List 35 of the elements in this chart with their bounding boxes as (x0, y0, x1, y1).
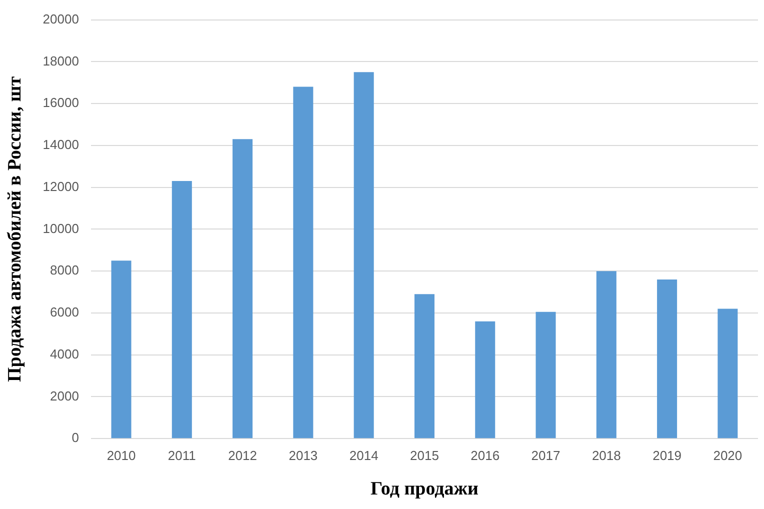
x-tick-label: 2015 (410, 448, 439, 463)
x-tick-label: 2013 (288, 448, 318, 463)
bar (657, 279, 678, 438)
x-tick-label: 2012 (228, 448, 258, 463)
y-tick-label: 8000 (50, 262, 79, 278)
y-tick-label: 6000 (50, 304, 79, 320)
bar (172, 181, 192, 438)
x-tick-label: 2019 (652, 448, 682, 463)
bar (596, 271, 616, 438)
y-tick-label: 12000 (42, 178, 79, 194)
x-axis-title: Год продажи (370, 478, 479, 500)
y-tick-label: 16000 (42, 95, 79, 110)
bar (475, 321, 496, 438)
x-tick-label: 2010 (106, 448, 136, 463)
x-tick-label: 2016 (470, 448, 500, 463)
bar (293, 86, 314, 438)
y-tick-label: 20000 (42, 11, 79, 26)
y-tick-label: 0 (72, 430, 79, 446)
bar (111, 260, 132, 438)
y-tick-label: 18000 (42, 53, 79, 68)
y-tick-label: 10000 (42, 220, 79, 236)
y-axis-title: Продажа автомобилей в России, шт (4, 76, 26, 382)
y-tick-label: 4000 (50, 346, 79, 362)
bar (414, 294, 434, 438)
x-tick-label: 2017 (531, 448, 560, 463)
x-tick-label: 2020 (713, 448, 742, 463)
x-tick-label: 2014 (349, 448, 378, 463)
x-tick-label: 2011 (168, 448, 196, 463)
bar (354, 72, 374, 438)
bar (718, 308, 738, 438)
bar (536, 312, 556, 438)
bar (232, 139, 253, 438)
y-tick-label: 14000 (42, 137, 79, 152)
x-tick-label: 2018 (592, 448, 621, 463)
y-tick-label: 2000 (50, 388, 79, 404)
